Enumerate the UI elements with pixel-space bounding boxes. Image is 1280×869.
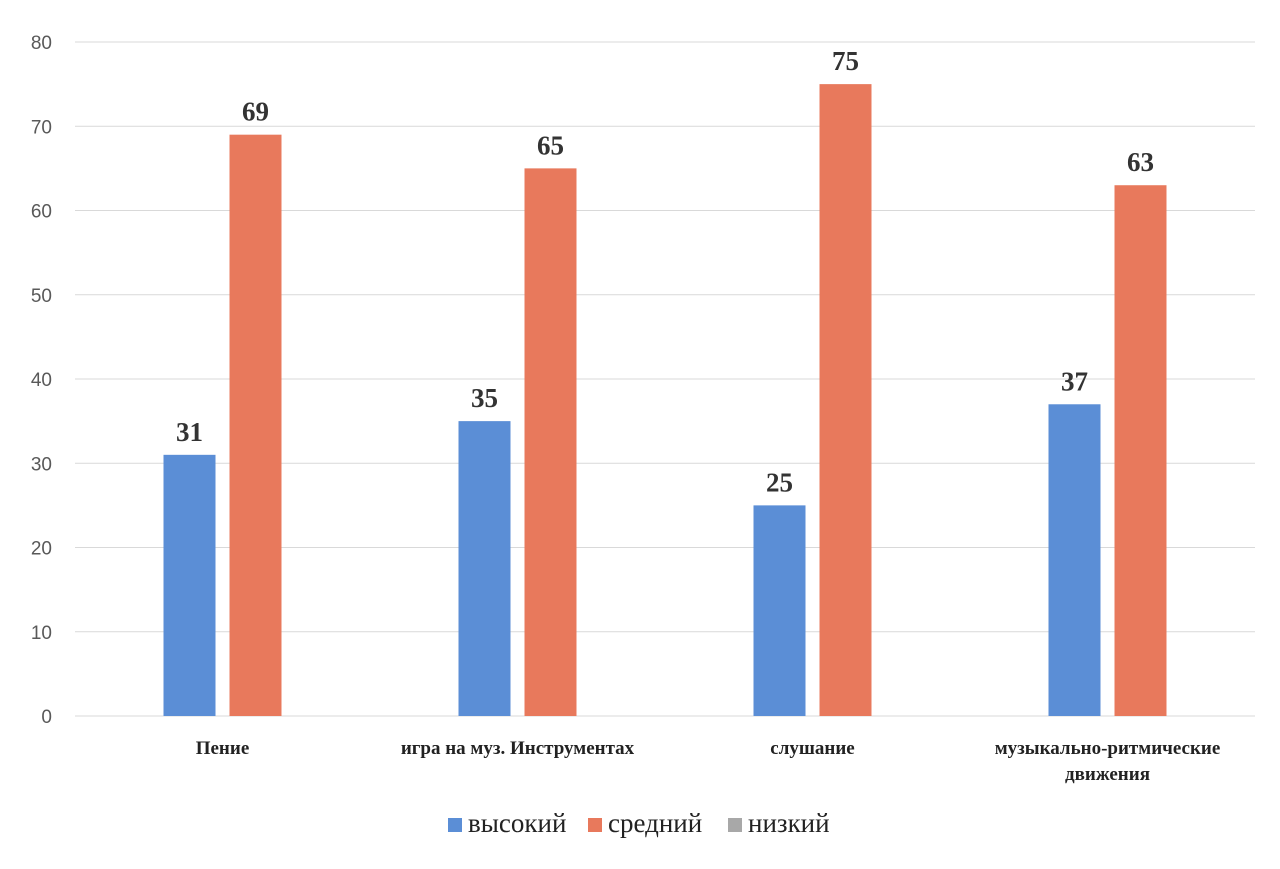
data-label: 35 [471,383,498,413]
bar-средний-2 [819,84,872,716]
bar-высокий-1 [458,421,511,716]
bar-высокий-2 [753,505,806,716]
legend-label: средний [608,808,702,838]
data-labels: 31 69 35 65 25 75 37 63 [176,46,1154,497]
bar-высокий-3 [1048,404,1101,716]
data-label: 25 [766,467,793,497]
y-tick-label: 10 [31,623,52,644]
bar-средний-1 [524,168,577,716]
x-tick-label: слушание [770,738,854,759]
bars [163,84,1167,717]
y-tick-label: 50 [31,286,52,307]
bar-высокий-0 [163,454,216,716]
y-tick-label: 20 [31,539,52,560]
y-tick-label: 40 [31,370,52,391]
y-tick-label: 70 [31,117,52,138]
data-label: 75 [832,46,859,76]
legend: высокий средний низкий [448,808,830,838]
data-label: 31 [176,417,203,447]
data-label: 65 [537,130,564,160]
x-tick-label: Пение [196,738,250,759]
y-tick-label: 60 [31,202,52,223]
data-label: 37 [1061,366,1088,396]
x-tick-label: музыкально-ритмические [995,738,1221,759]
axes: 0 10 20 30 40 50 60 70 80 Пение игра на муз. Инстр… [31,33,1220,785]
legend-label: высокий [468,808,566,838]
bar-средний-0 [229,134,282,717]
x-tick-label: движения [1065,764,1150,785]
legend-swatch-высокий [448,818,462,832]
legend-swatch-низкий [728,818,742,832]
bar-средний-3 [1114,185,1167,717]
y-tick-label: 30 [31,454,52,475]
y-tick-label: 80 [31,33,52,54]
legend-label: низкий [748,808,830,838]
data-label: 63 [1127,147,1154,177]
y-tick-label: 0 [41,707,52,728]
legend-swatch-средний [588,818,602,832]
x-tick-label: игра на муз. Инструментах [401,738,635,759]
data-label: 69 [242,97,269,127]
